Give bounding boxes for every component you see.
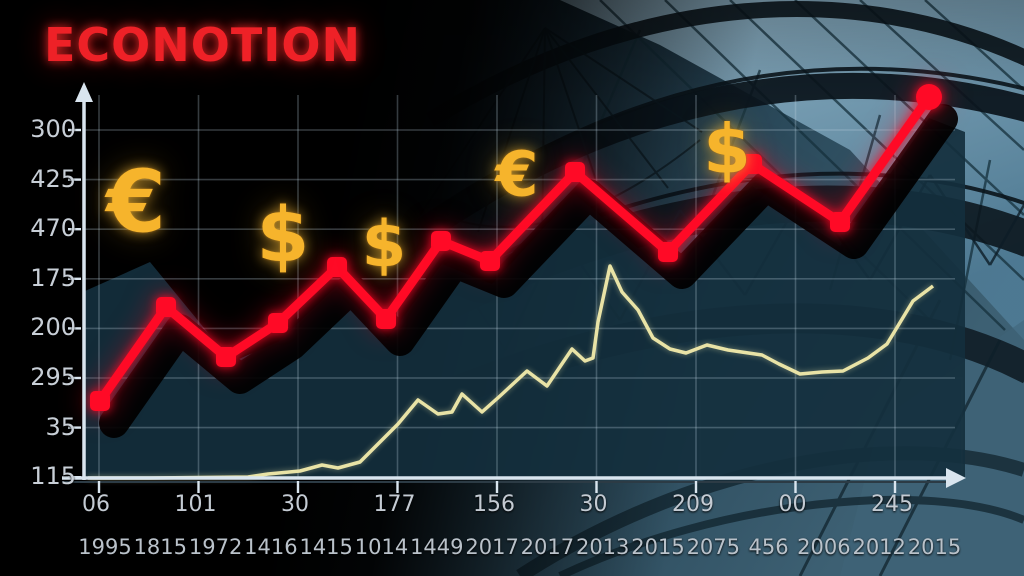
x-tick-label: 30	[281, 492, 309, 517]
x-tick-label: 177	[373, 492, 416, 517]
y-tick-label: 200	[30, 313, 76, 342]
x-secondary-label: 1014	[354, 535, 409, 559]
x-secondary-label: 1415	[299, 535, 353, 559]
euro-symbol-icon: €	[106, 152, 166, 253]
x-tick-label: 30	[579, 492, 608, 517]
x-secondary-label: 2017	[520, 535, 575, 559]
x-secondary-label: 456	[748, 535, 789, 559]
x-secondary-label: 2015	[907, 535, 962, 559]
y-tick-label: 115	[30, 462, 76, 491]
x-secondary-label: 1972	[188, 535, 243, 559]
euro-symbol-icon: €	[495, 137, 539, 211]
red-marker	[565, 162, 585, 182]
red-marker	[376, 309, 396, 329]
red-marker	[916, 84, 942, 110]
dollar-symbol-icon: $	[361, 208, 407, 283]
x-secondary-label: 1815	[133, 535, 188, 559]
x-tick-label: 06	[82, 492, 110, 517]
y-tick-label: 425	[30, 164, 76, 193]
x-secondary-label: 1449	[410, 535, 464, 559]
y-tick-label: 300	[30, 115, 76, 143]
red-marker	[431, 231, 451, 251]
red-marker	[90, 391, 110, 411]
red-marker	[658, 242, 678, 262]
dollar-symbol-icon: $	[703, 110, 751, 190]
y-tick-label: 470	[30, 214, 76, 243]
x-secondary-label: 1995	[78, 535, 132, 559]
x-secondary-label: 1416	[244, 535, 298, 559]
x-secondary-label: 2075	[686, 535, 741, 559]
x-secondary-label: 2006	[797, 535, 851, 559]
red-marker	[156, 297, 176, 317]
x-secondary-label: 2015	[631, 535, 685, 559]
red-marker	[216, 347, 236, 367]
x-tick-label: 00	[778, 492, 807, 517]
x-secondary-label: 2017	[465, 535, 519, 559]
axis-arrow-right-icon	[946, 468, 966, 488]
x-tick-label: 101	[174, 492, 217, 517]
red-marker	[830, 212, 850, 232]
x-tick-label: 209	[672, 492, 714, 517]
y-tick-label: 175	[30, 263, 76, 292]
x-secondary-label: 2013	[575, 535, 630, 559]
red-marker	[327, 257, 347, 277]
red-marker	[480, 251, 500, 271]
red-line-shadow	[99, 104, 958, 438]
y-tick-label: 295	[30, 363, 76, 391]
red-series	[90, 84, 942, 411]
x-tick-label: 245	[871, 492, 913, 517]
x-tick-label: 156	[473, 492, 515, 517]
y-tick-label: 35	[45, 412, 76, 441]
red-marker	[268, 313, 288, 333]
x-secondary-label: 2012	[852, 535, 906, 559]
axis-arrow-up-icon	[75, 82, 93, 102]
red-marker	[742, 154, 762, 174]
dollar-symbol-icon: $	[256, 189, 310, 279]
yellow-line	[88, 264, 935, 480]
page-title: ECONOTION	[44, 18, 361, 72]
